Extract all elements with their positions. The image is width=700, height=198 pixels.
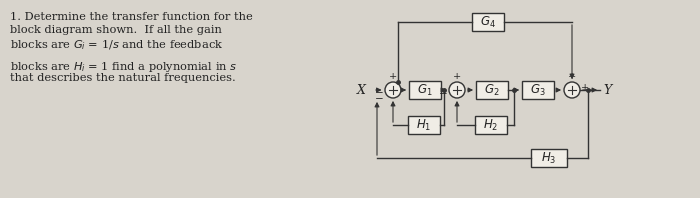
Text: $G_3$: $G_3$ bbox=[530, 82, 546, 98]
Text: blocks are $G_i$ = 1/$s$ and the feedback: blocks are $G_i$ = 1/$s$ and the feedbac… bbox=[10, 38, 223, 52]
Bar bbox=[522, 81, 554, 99]
Text: 1. Determine the transfer function for the: 1. Determine the transfer function for t… bbox=[10, 12, 253, 22]
Text: X: X bbox=[357, 84, 366, 96]
Bar bbox=[408, 116, 440, 134]
Text: −: − bbox=[375, 88, 384, 98]
Bar bbox=[475, 116, 507, 134]
Bar bbox=[472, 13, 504, 31]
Text: +: + bbox=[568, 71, 576, 81]
Text: block diagram shown.  If all the gain: block diagram shown. If all the gain bbox=[10, 25, 222, 35]
Bar bbox=[409, 81, 441, 99]
Text: $H_3$: $H_3$ bbox=[541, 150, 556, 166]
Text: $G_2$: $G_2$ bbox=[484, 82, 500, 98]
Circle shape bbox=[449, 82, 465, 98]
Text: $H_2$: $H_2$ bbox=[484, 117, 498, 132]
Text: −: − bbox=[375, 94, 384, 104]
Text: −: − bbox=[440, 89, 448, 99]
Text: Y: Y bbox=[603, 84, 611, 96]
Text: $G_1$: $G_1$ bbox=[417, 82, 433, 98]
Text: $G_4$: $G_4$ bbox=[480, 14, 496, 30]
Text: $H_1$: $H_1$ bbox=[416, 117, 432, 132]
Circle shape bbox=[385, 82, 401, 98]
Text: blocks are $H_i$ = 1 find a polynomial in $s$: blocks are $H_i$ = 1 find a polynomial i… bbox=[10, 60, 237, 74]
Bar bbox=[531, 149, 567, 167]
Text: +: + bbox=[581, 83, 589, 92]
Text: +: + bbox=[453, 71, 461, 81]
Text: +: + bbox=[389, 71, 397, 81]
Text: that describes the natural frequencies.: that describes the natural frequencies. bbox=[10, 73, 236, 83]
Circle shape bbox=[564, 82, 580, 98]
Bar bbox=[476, 81, 508, 99]
